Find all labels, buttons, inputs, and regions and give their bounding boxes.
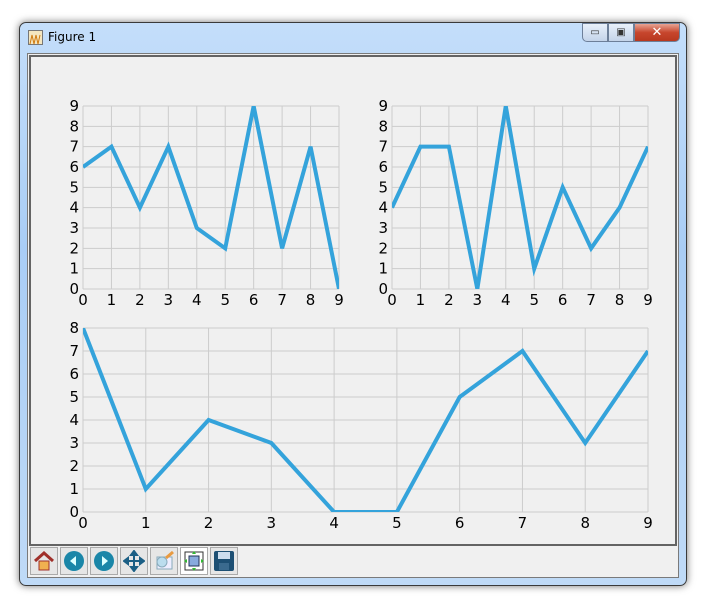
back-button[interactable] — [60, 547, 88, 575]
y-tick-label: 1 — [69, 260, 79, 278]
y-tick-label: 8 — [69, 117, 79, 135]
y-tick-label: 3 — [69, 434, 79, 452]
x-tick-label: 7 — [518, 514, 528, 532]
arrow-right-icon — [94, 551, 114, 571]
x-tick-label: 3 — [267, 514, 277, 532]
subplots-button[interactable] — [180, 547, 208, 575]
x-tick-label: 2 — [444, 291, 454, 309]
y-tick-label: 4 — [69, 199, 79, 217]
window-title: Figure 1 — [48, 30, 97, 44]
y-tick-label: 9 — [69, 97, 79, 115]
y-tick-label: 5 — [378, 178, 388, 196]
x-tick-label: 6 — [249, 291, 259, 309]
x-tick-label: 7 — [586, 291, 596, 309]
save-icon — [214, 551, 234, 571]
y-tick-label: 6 — [69, 158, 79, 176]
y-tick-label: 5 — [69, 388, 79, 406]
x-tick-label: 4 — [501, 291, 511, 309]
x-tick-label: 6 — [455, 514, 465, 532]
title-bar[interactable]: Figure 1 ▭ ▣ ✕ — [20, 23, 686, 53]
y-tick-label: 0 — [69, 280, 79, 298]
y-tick-label: 1 — [378, 260, 388, 278]
x-tick-label: 8 — [580, 514, 590, 532]
x-tick-label: 9 — [643, 514, 653, 532]
y-tick-label: 2 — [378, 239, 388, 257]
close-button[interactable]: ✕ — [634, 23, 680, 42]
home-icon — [34, 550, 54, 571]
save-button[interactable] — [210, 547, 238, 575]
x-tick-label: 0 — [78, 514, 88, 532]
x-tick-label: 2 — [135, 291, 145, 309]
x-tick-label: 7 — [277, 291, 287, 309]
x-tick-label: 9 — [334, 291, 344, 309]
y-tick-label: 4 — [378, 199, 388, 217]
y-tick-label: 6 — [69, 365, 79, 383]
x-tick-label: 1 — [107, 291, 117, 309]
x-tick-label: 5 — [220, 291, 230, 309]
x-tick-label: 3 — [473, 291, 483, 309]
x-tick-label: 5 — [529, 291, 539, 309]
y-tick-label: 8 — [69, 319, 79, 337]
arrow-left-icon — [64, 551, 84, 571]
y-tick-label: 0 — [378, 280, 388, 298]
x-tick-label: 4 — [329, 514, 339, 532]
y-tick-label: 1 — [69, 480, 79, 498]
x-tick-label: 2 — [204, 514, 214, 532]
y-tick-label: 3 — [69, 219, 79, 237]
y-tick-label: 7 — [378, 138, 388, 156]
y-tick-label: 9 — [378, 97, 388, 115]
x-tick-label: 0 — [387, 291, 397, 309]
y-tick-label: 4 — [69, 411, 79, 429]
minimize-button[interactable]: ▭ — [582, 23, 608, 42]
series-line-1 — [83, 106, 339, 289]
forward-button[interactable] — [90, 547, 118, 575]
zoom-rect-icon — [156, 550, 174, 570]
y-tick-label: 3 — [378, 219, 388, 237]
x-tick-label: 9 — [643, 291, 653, 309]
y-tick-label: 0 — [69, 503, 79, 521]
x-tick-label: 0 — [78, 291, 88, 309]
matplotlib-app-icon — [28, 30, 43, 45]
zoom-button[interactable] — [150, 547, 178, 575]
x-tick-label: 5 — [392, 514, 402, 532]
x-tick-label: 1 — [141, 514, 151, 532]
y-tick-label: 8 — [378, 117, 388, 135]
x-tick-label: 8 — [306, 291, 316, 309]
y-tick-label: 2 — [69, 457, 79, 475]
pan-button[interactable] — [120, 547, 148, 575]
y-tick-label: 6 — [378, 158, 388, 176]
y-tick-label: 7 — [69, 138, 79, 156]
x-tick-label: 8 — [615, 291, 625, 309]
navigation-toolbar — [30, 547, 238, 577]
x-tick-label: 6 — [558, 291, 568, 309]
configure-subplots-icon — [184, 551, 204, 571]
x-tick-label: 1 — [416, 291, 426, 309]
x-tick-label: 4 — [192, 291, 202, 309]
series-line-2 — [392, 106, 648, 289]
move-icon — [123, 550, 145, 572]
y-tick-label: 7 — [69, 342, 79, 360]
home-button[interactable] — [30, 547, 58, 575]
x-tick-label: 3 — [164, 291, 174, 309]
maximize-button[interactable]: ▣ — [608, 23, 634, 42]
y-tick-label: 5 — [69, 178, 79, 196]
series-line-3 — [83, 328, 648, 512]
y-tick-label: 2 — [69, 239, 79, 257]
